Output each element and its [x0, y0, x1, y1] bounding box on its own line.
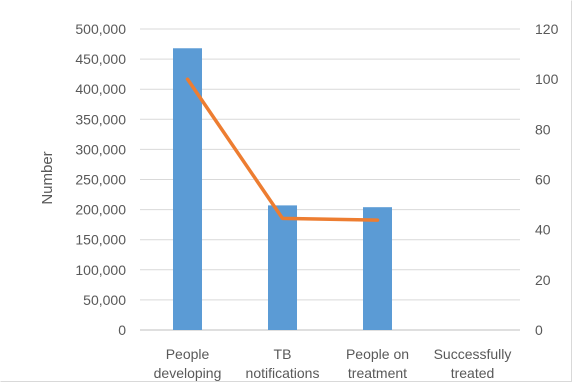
y-tick-label: 300,000: [75, 141, 126, 157]
y-tick-label: 50,000: [83, 292, 126, 308]
bar: [173, 48, 202, 330]
y2-tick-label: 40: [535, 222, 551, 238]
y2-tick-label: 120: [535, 21, 559, 37]
y-tick-label: 400,000: [75, 81, 126, 97]
bar: [363, 207, 392, 330]
y2-tick-label: 20: [535, 272, 551, 288]
y-tick-label: 100,000: [75, 262, 126, 278]
y2-tick-label: 60: [535, 172, 551, 188]
y-tick-label: 200,000: [75, 202, 126, 218]
right-axis-tick-labels: 0 20 40 60 80 100 120: [535, 21, 559, 338]
y-tick-label: 450,000: [75, 51, 126, 67]
y-tick-label: 0: [118, 322, 126, 338]
y-tick-label: 350,000: [75, 111, 126, 127]
bar-series: [173, 48, 392, 330]
y-tick-label: 250,000: [75, 172, 126, 188]
left-axis-tick-labels: 0 50,000 100,000 150,000 200,000 250,000 300,0…: [75, 21, 126, 338]
y-axis-title: Number: [39, 151, 56, 204]
y-tick-label: 500,000: [75, 21, 126, 37]
y2-tick-label: 100: [535, 71, 559, 87]
y2-tick-label: 80: [535, 121, 551, 137]
y2-tick-label: 0: [535, 322, 543, 338]
y-tick-label: 150,000: [75, 232, 126, 248]
bar: [268, 205, 297, 330]
